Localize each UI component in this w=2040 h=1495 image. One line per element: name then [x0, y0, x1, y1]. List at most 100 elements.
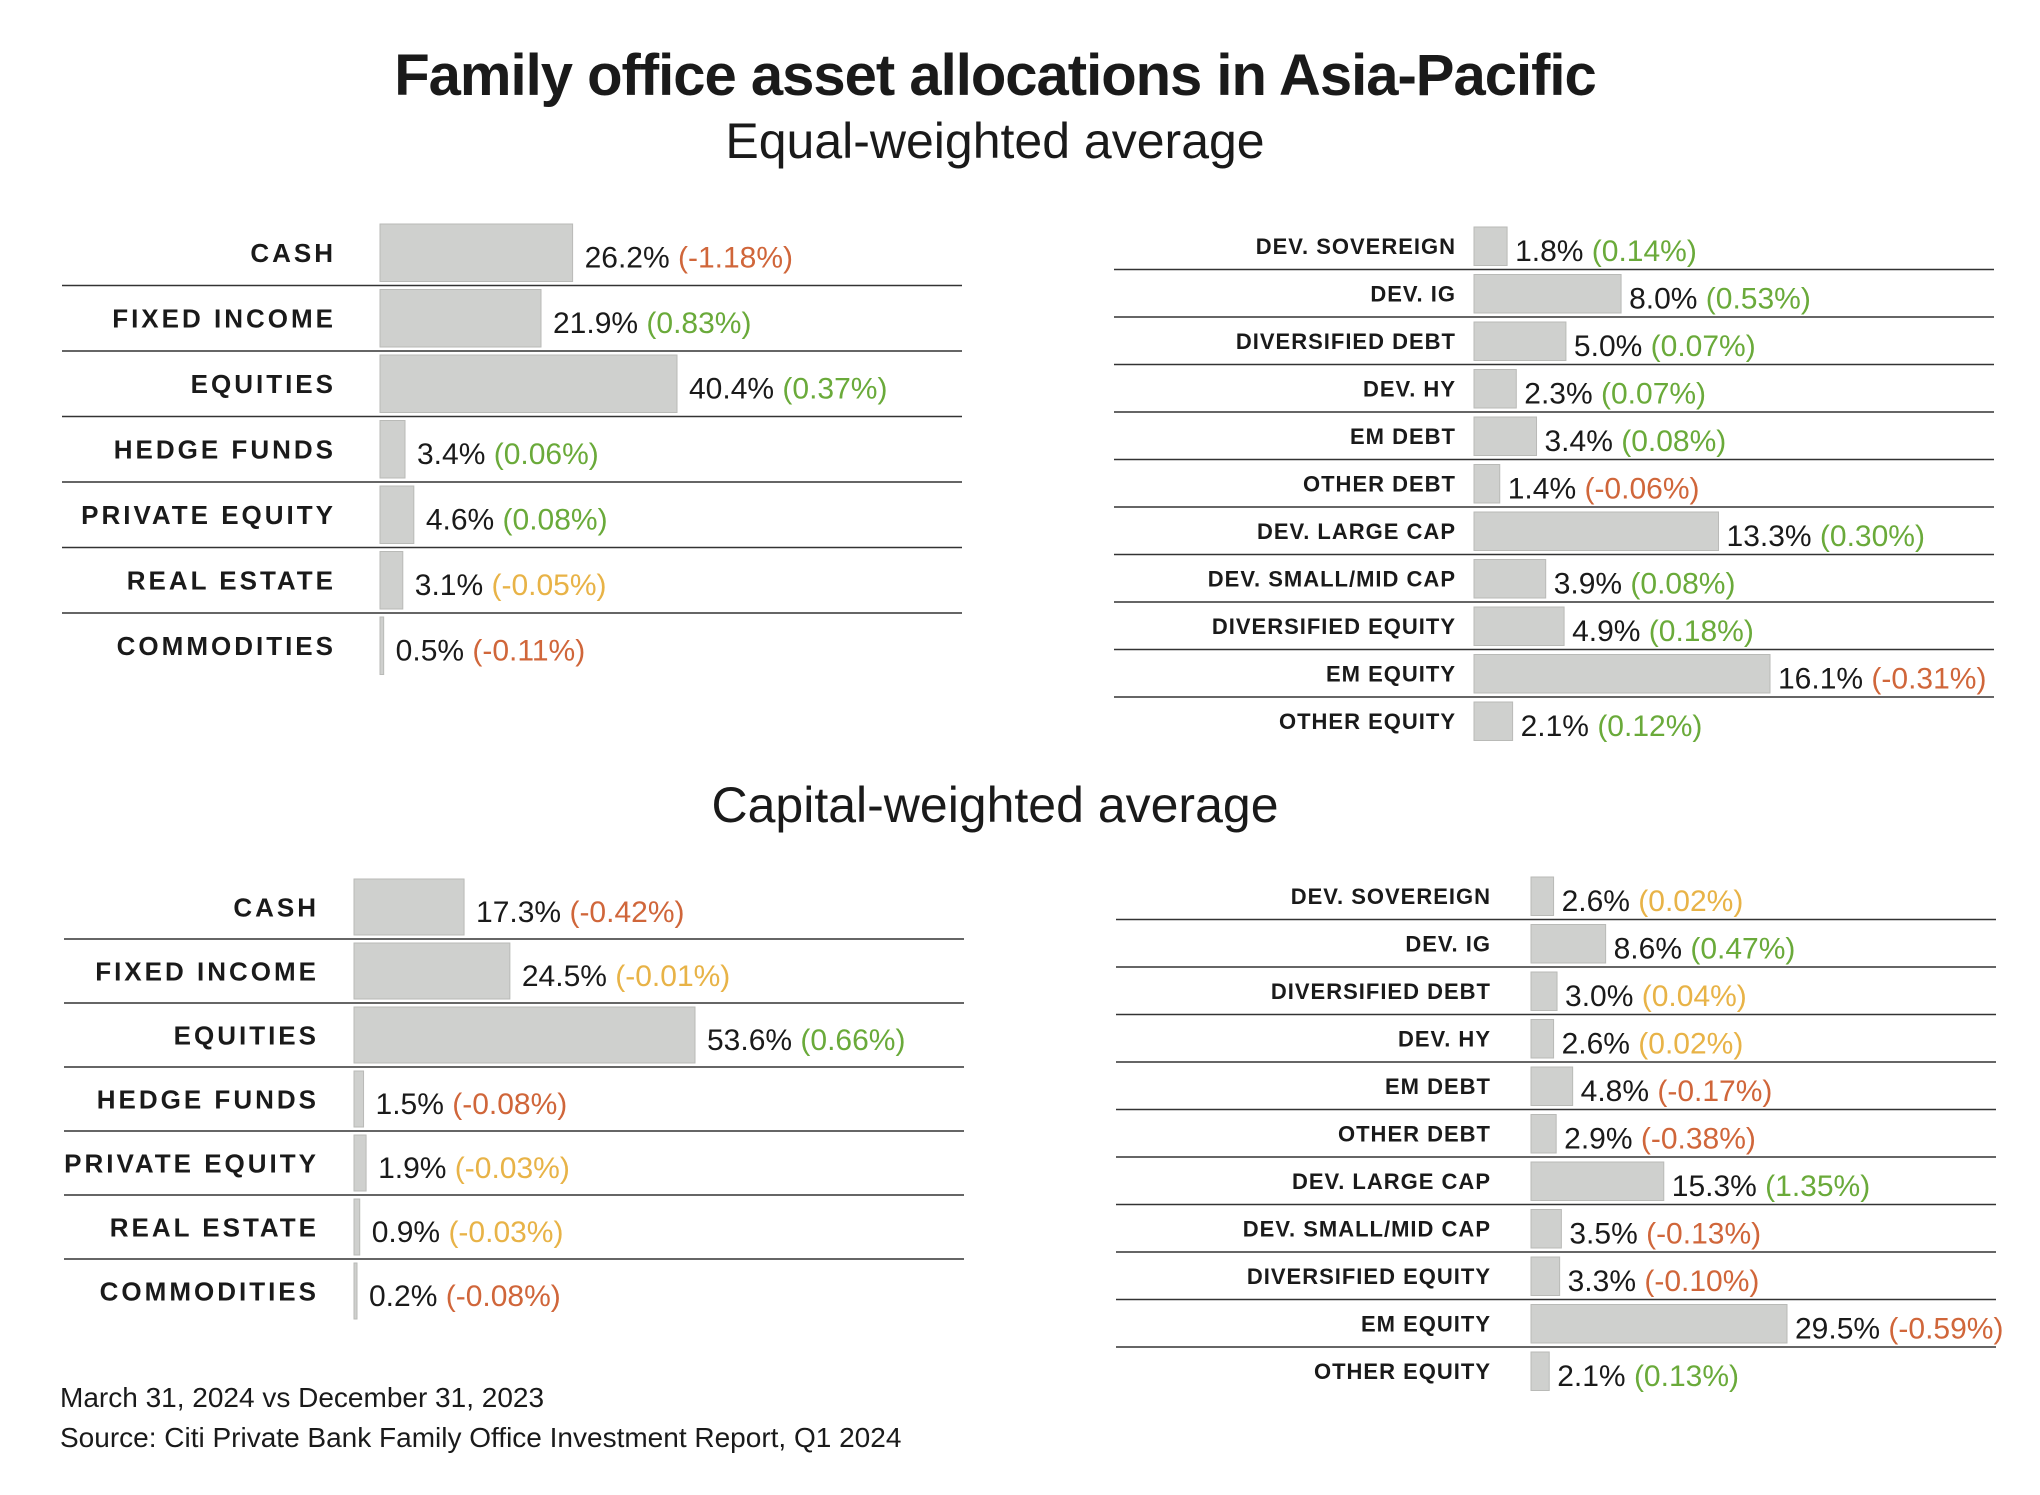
change-text: (0.13%)	[1634, 1360, 1739, 1393]
value-label: 8.0% (0.53%)	[1629, 283, 1811, 316]
value-text: 2.9%	[1564, 1123, 1641, 1156]
bar	[379, 616, 385, 675]
bar	[353, 1198, 361, 1256]
value-text: 0.9%	[372, 1216, 449, 1249]
category-label: DEV. LARGE CAP	[1257, 519, 1456, 544]
value-text: 5.0%	[1574, 330, 1651, 363]
category-label: DEV. HY	[1363, 377, 1456, 402]
bar	[353, 1070, 365, 1128]
bar	[1473, 701, 1514, 741]
value-label: 16.1% (-0.31%)	[1778, 663, 1986, 696]
value-text: 3.1%	[415, 569, 492, 602]
change-text: (0.06%)	[494, 438, 599, 471]
bar	[1530, 1066, 1574, 1106]
change-text: (-0.17%)	[1657, 1075, 1772, 1108]
value-text: 16.1%	[1778, 663, 1871, 696]
equal-weighted-sub-asset-chart: DEV. SOVEREIGN 1.8% (0.14%) DEV. IG 8.0% (0…	[1114, 226, 1994, 743]
bar	[1473, 464, 1501, 504]
value-text: 24.5%	[522, 960, 615, 993]
category-label: DIVERSIFIED EQUITY	[1247, 1264, 1491, 1289]
change-text: (-0.01%)	[615, 960, 730, 993]
change-text: (0.07%)	[1651, 330, 1756, 363]
value-label: 26.2% (-1.18%)	[585, 242, 793, 275]
value-label: 3.4% (0.06%)	[417, 438, 599, 471]
value-label: 29.5% (-0.59%)	[1795, 1313, 2003, 1346]
change-text: (-0.05%)	[492, 569, 607, 602]
change-text: (-0.11%)	[472, 635, 585, 668]
bar	[353, 878, 465, 936]
value-text: 1.4%	[1508, 473, 1585, 506]
value-text: 29.5%	[1795, 1313, 1888, 1346]
value-label: 2.1% (0.12%)	[1521, 710, 1703, 743]
change-text: (-1.18%)	[678, 242, 793, 275]
value-label: 17.3% (-0.42%)	[476, 896, 684, 929]
category-label: CASH	[233, 892, 319, 922]
value-label: 5.0% (0.07%)	[1574, 330, 1756, 363]
change-text: (0.14%)	[1592, 235, 1697, 268]
change-text: (0.47%)	[1690, 933, 1795, 966]
bar	[379, 354, 678, 413]
category-label: DEV. SMALL/MID CAP	[1208, 567, 1456, 592]
equal-weighted-asset-chart: CASH 26.2% (-1.18%) FIXED INCOME 21.9% (0.8…	[62, 223, 962, 675]
category-label: PRIVATE EQUITY	[81, 500, 336, 530]
category-label: DEV. SOVEREIGN	[1291, 884, 1491, 909]
change-text: (0.37%)	[782, 373, 887, 406]
bar	[1473, 654, 1771, 694]
category-label: FIXED INCOME	[112, 304, 336, 334]
bar	[1473, 559, 1547, 599]
category-label: REAL ESTATE	[110, 1212, 319, 1242]
change-text: (-0.42%)	[569, 896, 684, 929]
category-label: DIVERSIFIED EQUITY	[1212, 614, 1456, 639]
value-label: 0.5% (-0.11%)	[396, 635, 586, 668]
change-text: (0.83%)	[646, 307, 751, 340]
category-label: OTHER DEBT	[1338, 1122, 1491, 1147]
bar	[1473, 606, 1565, 646]
value-label: 3.4% (0.08%)	[1545, 425, 1727, 458]
change-text: (-0.03%)	[448, 1216, 563, 1249]
bar	[353, 1262, 358, 1320]
bar	[353, 1134, 367, 1192]
value-label: 8.6% (0.47%)	[1614, 933, 1796, 966]
change-text: (1.35%)	[1765, 1170, 1870, 1203]
value-text: 3.5%	[1569, 1218, 1646, 1251]
change-text: (-0.06%)	[1584, 473, 1699, 506]
value-label: 2.3% (0.07%)	[1524, 378, 1706, 411]
change-text: (-0.38%)	[1641, 1123, 1756, 1156]
value-label: 0.9% (-0.03%)	[372, 1216, 564, 1249]
value-text: 40.4%	[689, 373, 782, 406]
value-label: 3.9% (0.08%)	[1554, 568, 1736, 601]
change-text: (0.66%)	[800, 1024, 905, 1057]
change-text: (0.07%)	[1601, 378, 1706, 411]
category-label: OTHER EQUITY	[1314, 1359, 1491, 1384]
category-label: DEV. SOVEREIGN	[1256, 234, 1456, 259]
bar	[1530, 971, 1558, 1011]
category-label: OTHER EQUITY	[1279, 709, 1456, 734]
subtitle-capital-weighted: Capital-weighted average	[711, 777, 1279, 833]
bar	[1530, 1161, 1665, 1201]
change-text: (-0.13%)	[1646, 1218, 1761, 1251]
category-label: DEV. IG	[1405, 932, 1491, 957]
category-label: EQUITIES	[174, 1020, 319, 1050]
change-text: (0.30%)	[1820, 520, 1925, 553]
value-label: 1.4% (-0.06%)	[1508, 473, 1700, 506]
change-text: (0.18%)	[1649, 615, 1754, 648]
category-label: PRIVATE EQUITY	[64, 1148, 319, 1178]
change-text: (0.02%)	[1638, 1028, 1743, 1061]
category-label: FIXED INCOME	[95, 956, 319, 986]
value-text: 26.2%	[585, 242, 678, 275]
bar	[1473, 369, 1517, 409]
value-label: 40.4% (0.37%)	[689, 373, 887, 406]
value-text: 4.6%	[426, 504, 503, 537]
bar	[1530, 1256, 1561, 1296]
category-label: EM EQUITY	[1326, 662, 1456, 687]
value-label: 15.3% (1.35%)	[1672, 1170, 1870, 1203]
bar	[1473, 226, 1508, 266]
category-label: EM EQUITY	[1361, 1312, 1491, 1337]
value-text: 1.9%	[378, 1152, 455, 1185]
change-text: (0.12%)	[1597, 710, 1702, 743]
bar	[379, 223, 574, 282]
value-text: 3.3%	[1568, 1265, 1645, 1298]
value-text: 2.1%	[1557, 1360, 1634, 1393]
value-text: 15.3%	[1672, 1170, 1765, 1203]
value-text: 3.4%	[1545, 425, 1622, 458]
